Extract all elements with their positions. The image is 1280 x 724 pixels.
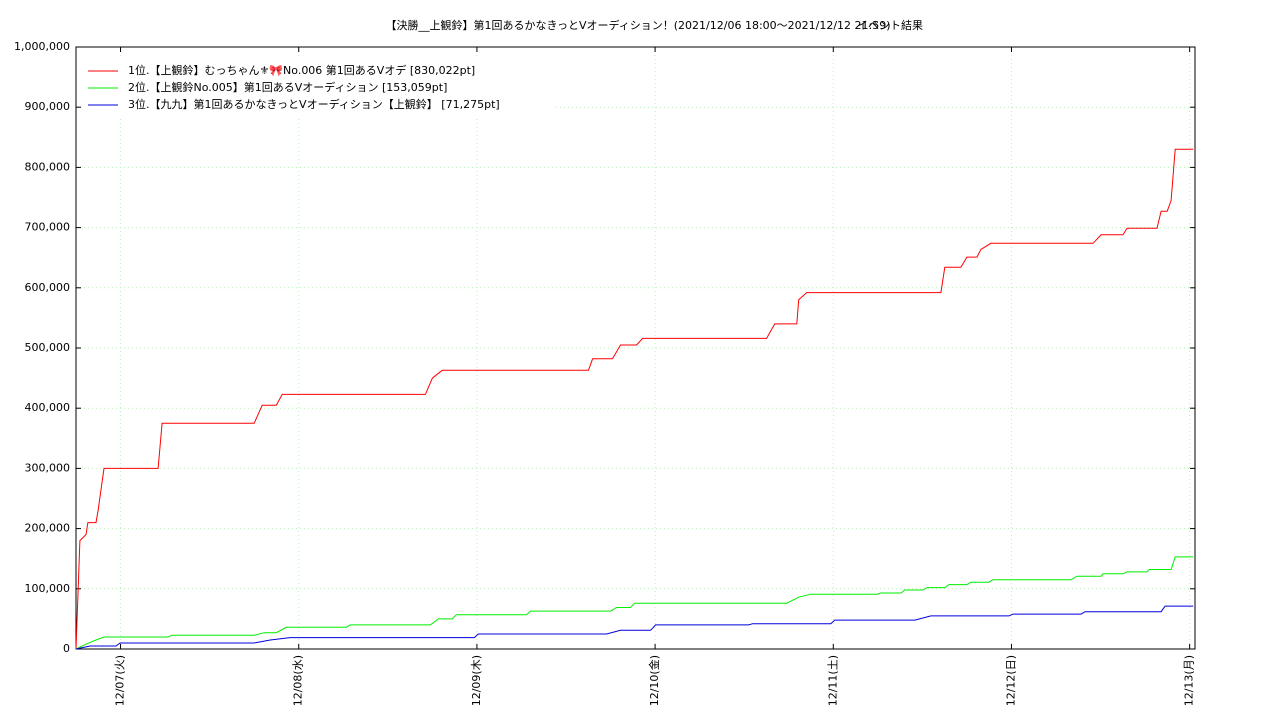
x-tick-label: 12/13(月) [1183, 655, 1196, 706]
y-tick-label: 900,000 [25, 100, 71, 113]
x-tick-label: 12/09(木) [470, 655, 483, 706]
y-tick-label: 700,000 [25, 221, 71, 234]
y-tick-label: 1,000,000 [14, 40, 70, 53]
x-tick-label: 12/11(土) [826, 655, 839, 706]
x-tick-label: 12/07(火) [114, 655, 127, 706]
y-tick-label: 200,000 [25, 522, 71, 535]
chart-title: 【決勝__上観鈴】第1回あるかなきっとVオーディション！(2021/12/06 … [385, 18, 890, 32]
legend-label: 1位.【上観鈴】むっちゃん⚜🎀No.006 第1回あるVオデ [830,022p… [128, 63, 475, 77]
x-tick-label: 12/12(日) [1004, 655, 1017, 706]
x-tick-label: 12/10(金) [647, 655, 661, 706]
y-tick-label: 400,000 [25, 401, 71, 414]
series-line [75, 556, 1194, 650]
series-line [75, 148, 1194, 650]
series-line [75, 605, 1194, 650]
y-tick-label: 300,000 [25, 461, 71, 474]
y-tick-label: 100,000 [25, 582, 71, 595]
legend-label: 2位.【上観鈴No.005】第1回あるVオーディション [153,059pt] [128, 80, 447, 94]
y-tick-label: 500,000 [25, 341, 71, 354]
legend-label: 3位.【九九】第1回あるかなきっとVオーディション【上観鈴】 [71,275pt… [128, 97, 500, 111]
chart-subtitle: イベント結果 [857, 18, 923, 32]
y-tick-label: 600,000 [25, 281, 71, 294]
y-tick-label: 800,000 [25, 160, 71, 173]
y-tick-label: 0 [63, 642, 70, 655]
x-tick-label: 12/08(水) [292, 655, 305, 706]
legend-box [84, 57, 554, 116]
plot-frame [75, 46, 1196, 650]
